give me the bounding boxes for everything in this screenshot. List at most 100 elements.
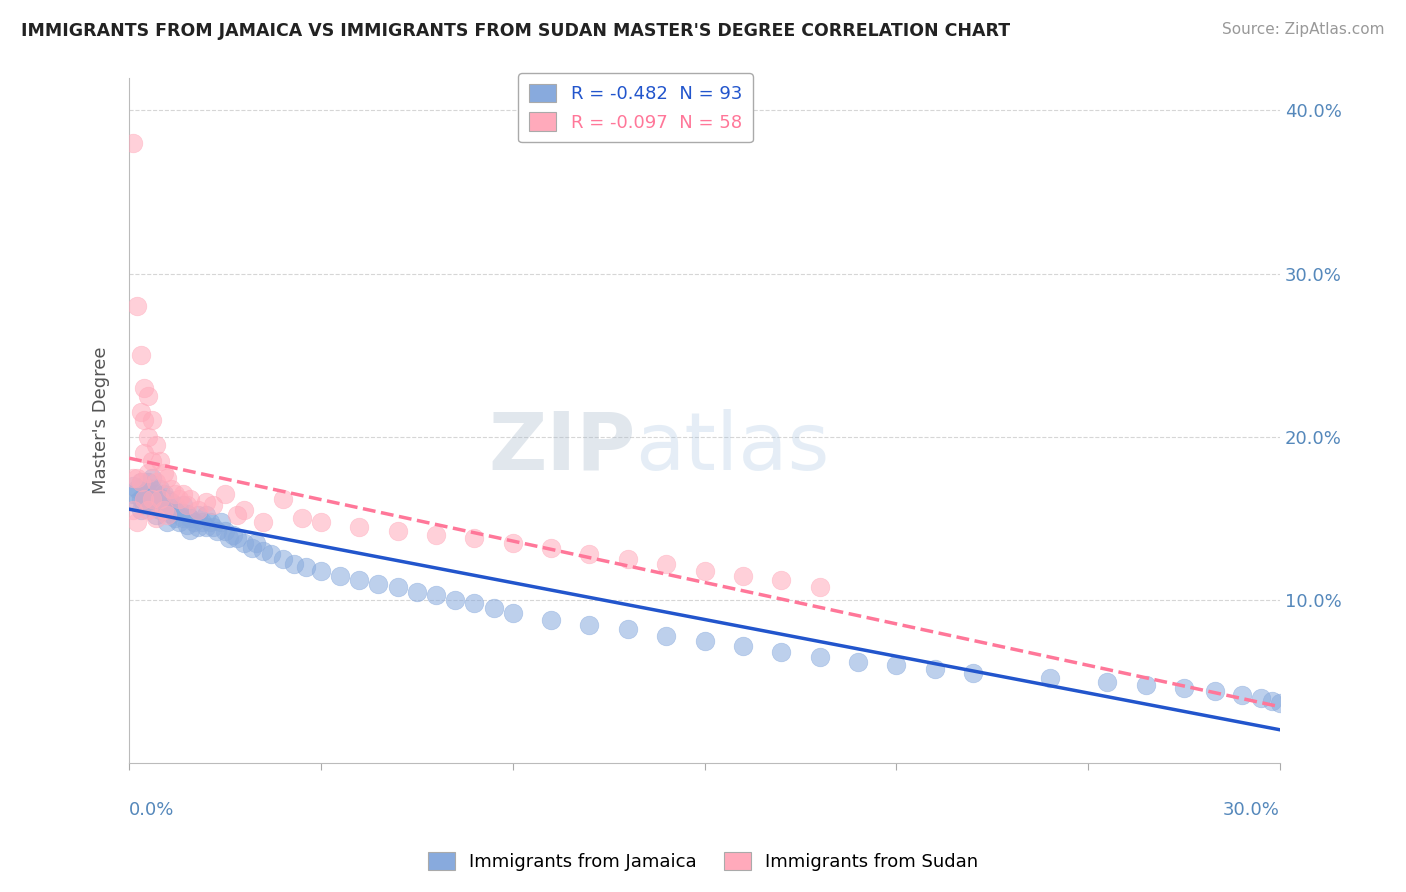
Point (134, 499, 156, 513)
Point (463, 596, 485, 610)
Point (252, 515, 274, 529)
Point (149, 454, 172, 468)
Point (165, 511, 187, 525)
Point (655, 629, 678, 643)
Point (240, 541, 263, 555)
Point (141, 482, 163, 496)
Point (165, 487, 187, 501)
Point (187, 508, 209, 523)
Point (214, 487, 236, 501)
Point (209, 515, 232, 529)
Point (502, 606, 524, 620)
Point (202, 499, 225, 513)
Y-axis label: Master's Degree: Master's Degree (93, 347, 110, 494)
Point (136, 466, 159, 480)
Point (233, 536, 256, 550)
Point (167, 503, 190, 517)
Point (770, 645, 793, 659)
Point (176, 517, 198, 532)
Point (122, 136, 145, 150)
Point (387, 524, 409, 539)
Point (808, 650, 831, 665)
Point (1204, 684, 1226, 698)
Point (160, 495, 183, 509)
Point (172, 499, 194, 513)
Point (578, 617, 600, 632)
Point (122, 479, 145, 493)
Point (172, 487, 194, 501)
Point (655, 557, 678, 571)
Point (578, 547, 600, 561)
Point (149, 491, 172, 506)
Point (156, 503, 179, 517)
Point (145, 475, 167, 490)
Point (134, 446, 156, 460)
Point (731, 568, 754, 582)
Point (134, 381, 156, 395)
Point (886, 658, 908, 673)
Point (187, 519, 209, 533)
Point (134, 479, 156, 493)
Point (225, 531, 247, 545)
Point (183, 515, 205, 529)
Point (145, 438, 167, 452)
Point (291, 511, 314, 525)
Point (134, 413, 156, 427)
Point (349, 574, 371, 588)
Text: IMMIGRANTS FROM JAMAICA VS IMMIGRANTS FROM SUDAN MASTER'S DEGREE CORRELATION CHA: IMMIGRANTS FROM JAMAICA VS IMMIGRANTS FR… (21, 22, 1011, 40)
Point (924, 662, 946, 676)
Point (152, 487, 174, 501)
Point (149, 491, 172, 506)
Point (194, 495, 217, 509)
Point (165, 499, 187, 513)
Point (136, 499, 159, 513)
Point (136, 475, 159, 490)
Point (145, 508, 167, 523)
Point (540, 613, 562, 627)
Point (125, 470, 148, 484)
Point (309, 564, 332, 578)
Point (233, 503, 256, 517)
Point (198, 515, 221, 529)
Point (145, 487, 167, 501)
Point (187, 503, 209, 517)
Point (141, 495, 163, 509)
Point (207, 524, 229, 539)
Point (1173, 681, 1195, 695)
Point (145, 499, 167, 513)
Point (283, 557, 305, 571)
Point (770, 574, 793, 588)
Point (731, 639, 754, 653)
Text: Source: ZipAtlas.com: Source: ZipAtlas.com (1222, 22, 1385, 37)
Point (387, 580, 409, 594)
Point (129, 491, 152, 506)
Point (252, 544, 274, 558)
Point (245, 536, 267, 550)
Point (808, 580, 831, 594)
Point (179, 491, 201, 506)
Point (156, 491, 179, 506)
Point (141, 491, 163, 506)
Point (225, 508, 247, 523)
Point (405, 585, 427, 599)
Point (1261, 694, 1284, 708)
Point (1039, 671, 1062, 685)
Point (1230, 688, 1253, 702)
Point (129, 405, 152, 419)
Point (271, 491, 294, 506)
Point (1268, 696, 1291, 710)
Point (141, 470, 163, 484)
Point (145, 511, 167, 525)
Point (463, 531, 485, 545)
Point (294, 560, 316, 574)
Point (167, 515, 190, 529)
Point (191, 515, 214, 529)
Point (221, 527, 243, 541)
Point (367, 576, 389, 591)
Point (152, 466, 174, 480)
Point (425, 588, 447, 602)
Point (194, 508, 217, 523)
Point (1135, 678, 1157, 692)
Point (1250, 690, 1272, 705)
Point (172, 511, 194, 525)
